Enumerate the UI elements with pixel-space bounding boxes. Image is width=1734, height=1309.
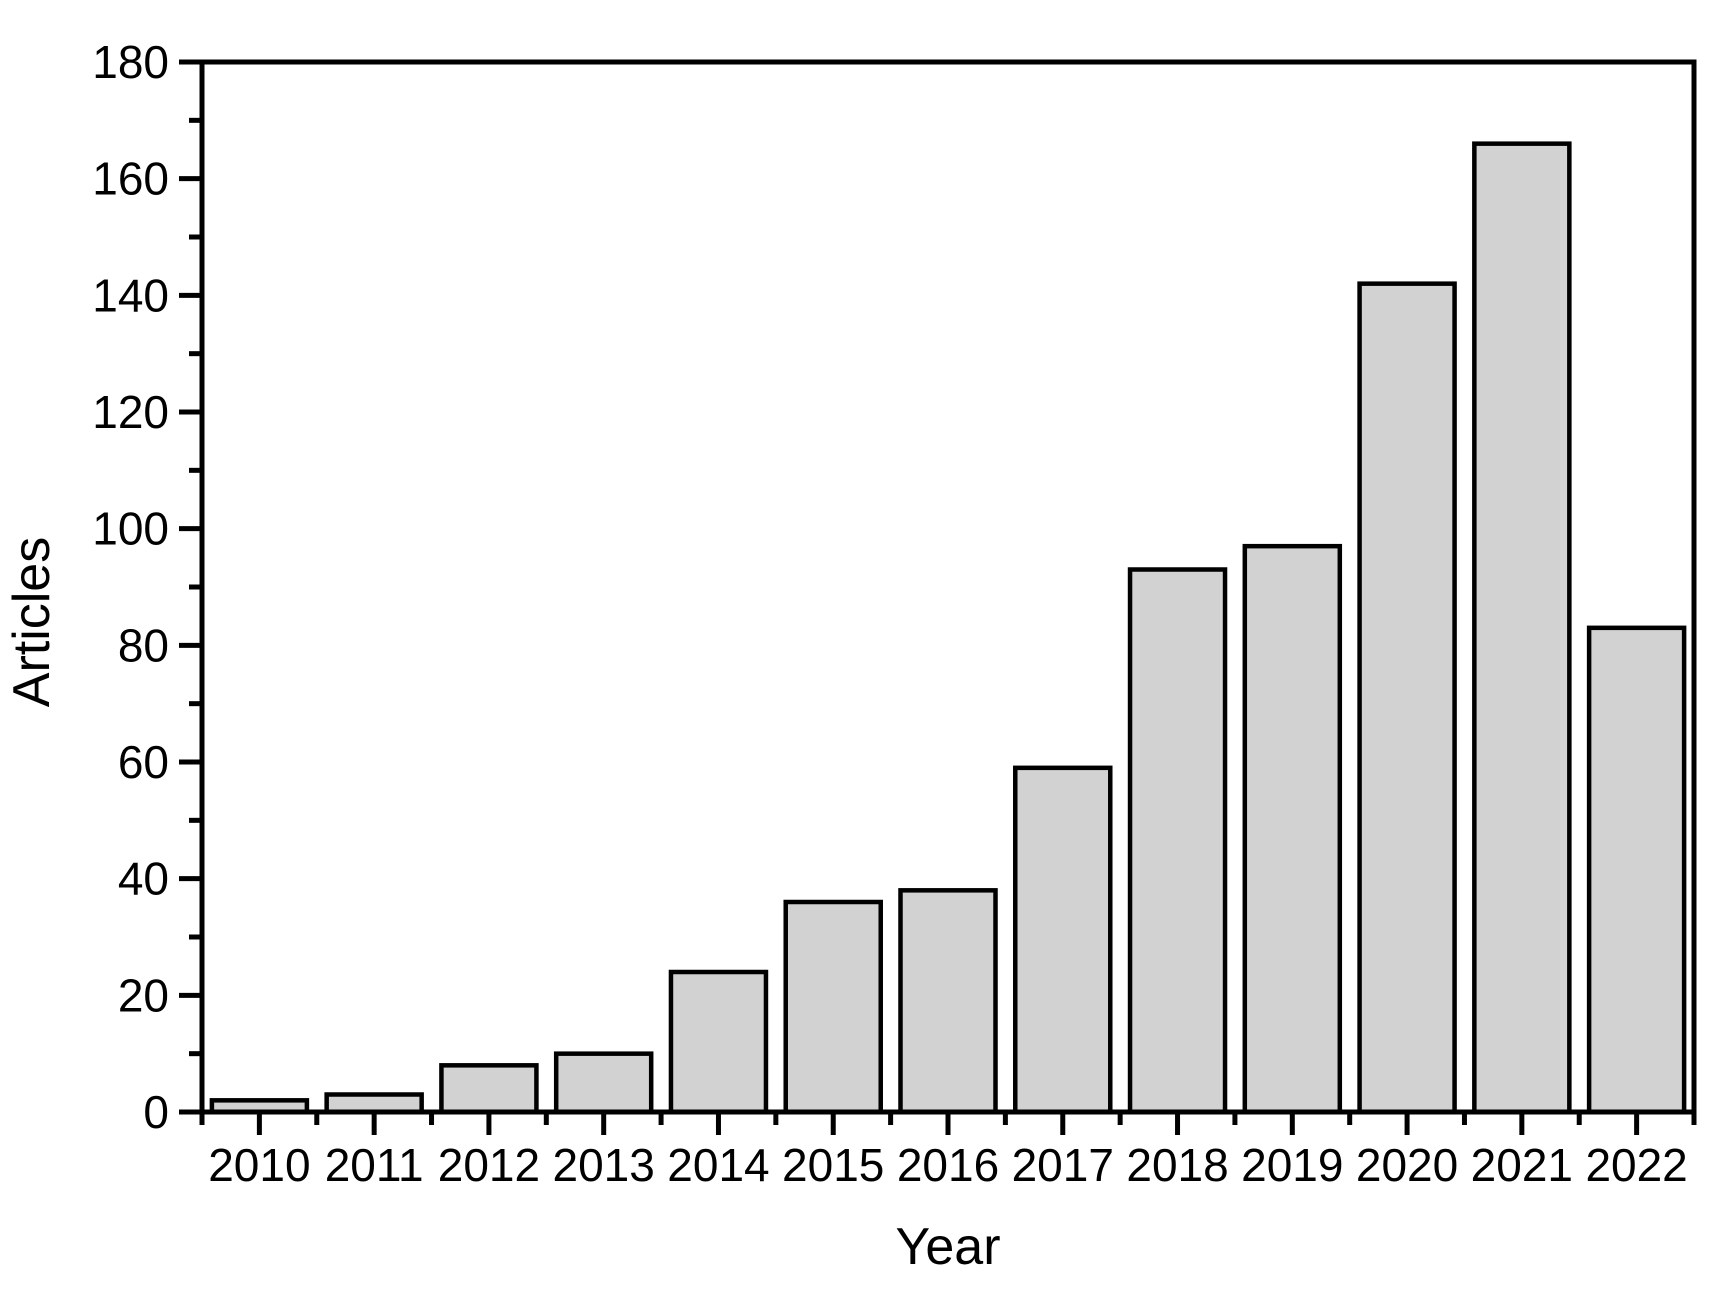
y-tick-label: 80 xyxy=(118,619,169,671)
bar-2013 xyxy=(553,1051,654,1115)
x-tick-label: 2013 xyxy=(553,1139,655,1191)
bar-2020 xyxy=(1357,281,1457,1115)
x-tick-label: 2017 xyxy=(1012,1139,1114,1191)
x-axis-title: Year xyxy=(895,1218,1001,1276)
bar-2022 xyxy=(1586,625,1687,1115)
y-axis-title: Articles xyxy=(3,536,61,708)
bar-2021 xyxy=(1472,141,1572,1115)
x-tick-label: 2022 xyxy=(1585,1139,1687,1191)
x-tick-label: 2015 xyxy=(782,1139,884,1191)
x-tick-label: 2019 xyxy=(1241,1139,1343,1191)
x-tick-label: 2018 xyxy=(1126,1139,1228,1191)
y-tick-label: 20 xyxy=(118,969,169,1021)
y-tick-label: 0 xyxy=(143,1086,169,1138)
y-tick-label: 180 xyxy=(92,36,169,88)
y-tick-label: 140 xyxy=(92,269,169,321)
bar-2015 xyxy=(783,899,883,1115)
y-tick-label: 60 xyxy=(118,736,169,788)
plot-frame xyxy=(199,59,1697,1115)
x-tick-label: 2020 xyxy=(1356,1139,1458,1191)
bar-2012 xyxy=(439,1063,539,1115)
bar-2017 xyxy=(1013,765,1113,1115)
bar-2016 xyxy=(898,888,998,1115)
x-tick-label: 2011 xyxy=(325,1139,424,1191)
x-tick-label: 2016 xyxy=(897,1139,999,1191)
x-tick-label: 2010 xyxy=(208,1139,310,1191)
bar-2011 xyxy=(324,1092,424,1115)
y-tick-label: 40 xyxy=(118,853,169,905)
y-tick-label: 100 xyxy=(92,503,169,555)
x-tick-label: 2021 xyxy=(1471,1139,1573,1191)
bar-2018 xyxy=(1127,567,1228,1115)
x-tick-label: 2014 xyxy=(667,1139,769,1191)
x-tick-label: 2012 xyxy=(438,1139,540,1191)
bar-2014 xyxy=(668,969,769,1115)
y-tick-label: 120 xyxy=(92,386,169,438)
bar-2019 xyxy=(1242,543,1343,1115)
y-tick-label: 160 xyxy=(92,153,169,205)
